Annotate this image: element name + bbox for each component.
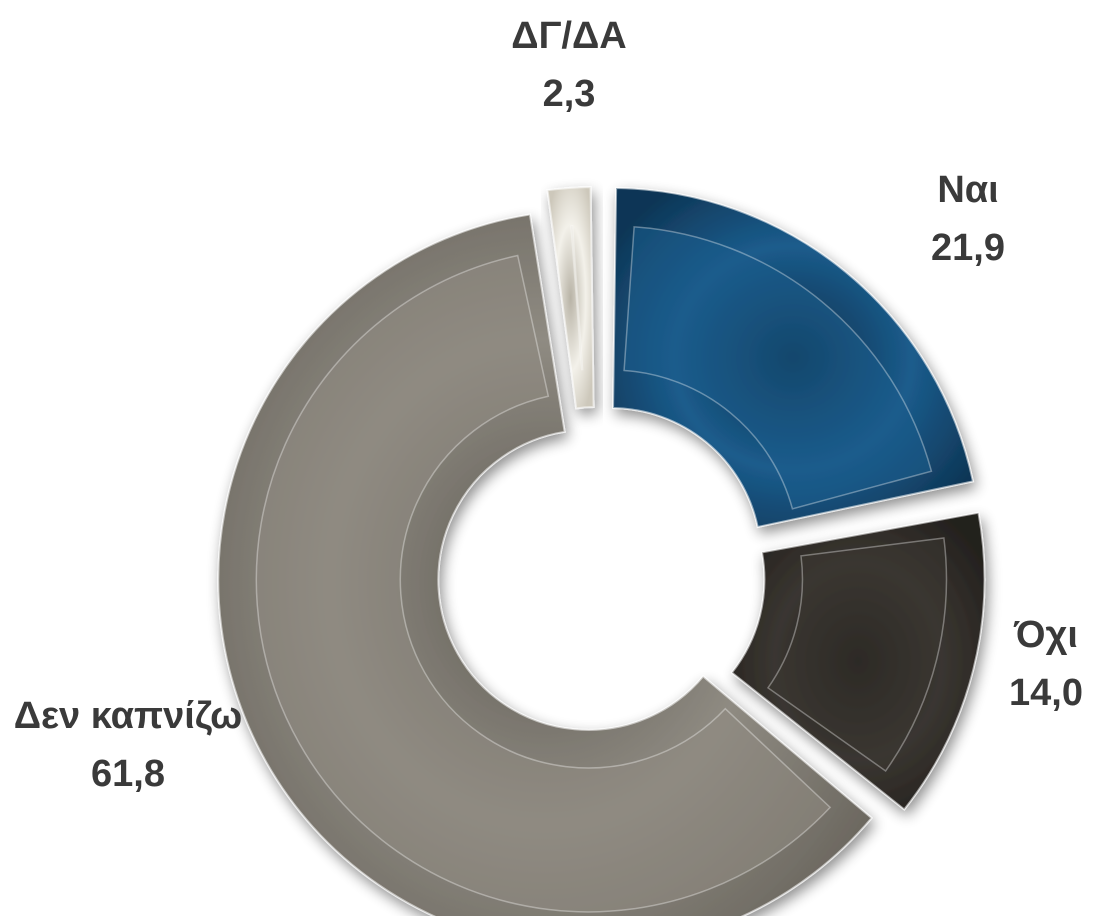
slice-nai-bevel xyxy=(623,226,933,510)
label-den-kapnizo-category: Δεν καπνίζω xyxy=(14,695,243,737)
label-nai-value: 21,9 xyxy=(931,227,1005,269)
slice-labels: Ναι 21,9 Όχι 14,0 Δεν καπνίζω 61,8 ΔΓ/ΔΑ 2,3 xyxy=(14,15,1083,795)
slice-ochi-group xyxy=(730,511,986,811)
slice-den-kapnizo-bevel xyxy=(255,254,832,913)
slice-ochi-bevel xyxy=(766,537,948,772)
slice-dg-da-group xyxy=(546,186,595,410)
label-ochi-category: Όχι xyxy=(1013,614,1078,656)
slice-nai-group xyxy=(612,187,975,529)
label-ochi-value: 14,0 xyxy=(1009,672,1083,714)
slice-dg-da-bevel xyxy=(570,225,584,371)
label-nai-category: Ναι xyxy=(937,169,998,211)
label-den-kapnizo-value: 61,8 xyxy=(91,753,165,795)
donut-slices xyxy=(217,186,986,916)
slice-den-kapnizo-group xyxy=(217,213,873,916)
label-dg-da-category: ΔΓ/ΔΑ xyxy=(511,15,626,57)
label-dg-da-value: 2,3 xyxy=(543,73,596,115)
slice-dg-da xyxy=(546,186,595,410)
